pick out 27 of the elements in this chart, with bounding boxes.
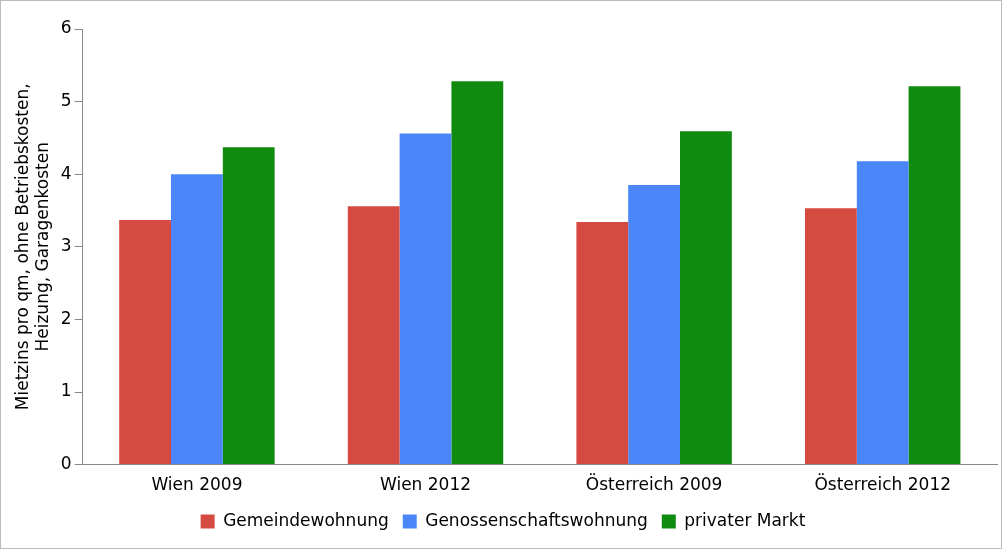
x-tick-label: Österreich 2012: [814, 473, 952, 495]
x-tick-label: Österreich 2009: [585, 473, 723, 495]
legend-label: privater Markt: [684, 509, 806, 530]
bar: [856, 161, 909, 465]
legend-label: Gemeindewohnung: [223, 509, 389, 530]
y-tick-label: 1: [60, 380, 72, 401]
bar: [628, 185, 681, 465]
legend-label: Genossenschaftswohnung: [425, 509, 648, 530]
bar: [399, 133, 452, 465]
y-tick-label: 3: [60, 235, 72, 256]
y-tick-label: 0: [60, 453, 72, 474]
y-tick-label: 4: [60, 162, 72, 183]
bar: [804, 208, 857, 465]
x-tick-label: Wien 2009: [151, 474, 243, 495]
y-tick-label: 6: [60, 17, 72, 38]
bar: [347, 206, 400, 465]
bar: [680, 131, 732, 465]
bar: [908, 86, 961, 465]
y-axis-title: Mietzins pro qm, ohne Betriebskosten, Heizung, Garagenkosten: [11, 83, 53, 411]
bar: [119, 219, 172, 465]
bar: [576, 222, 629, 465]
bar: [171, 174, 223, 465]
y-tick-label: 2: [60, 307, 72, 328]
y-tick-label: 5: [60, 90, 72, 111]
bar: [451, 81, 504, 465]
x-tick-label: Wien 2012: [379, 474, 472, 495]
bar: [222, 147, 275, 465]
